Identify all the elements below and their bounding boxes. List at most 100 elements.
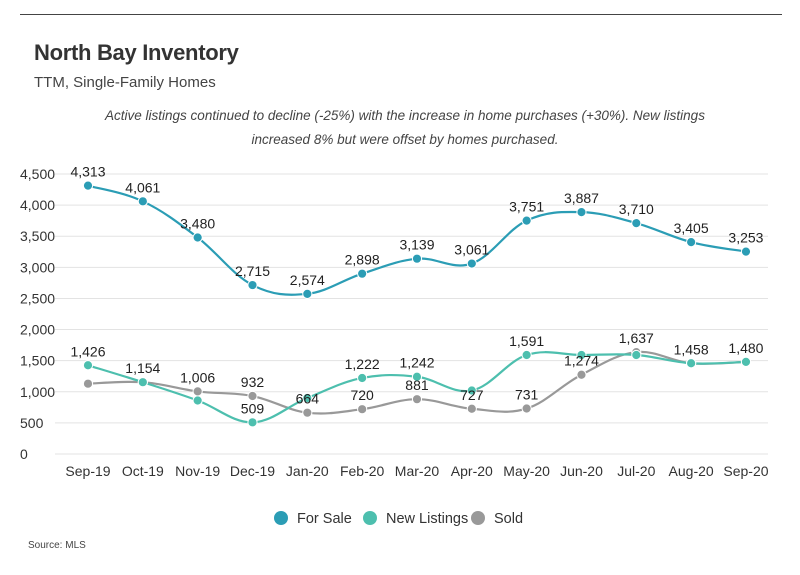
sold-data-label: 932 [241,374,265,390]
new-listings-point [521,349,532,361]
y-tick-label: 3,500 [20,228,55,244]
new-listings-point [686,358,697,369]
x-tick-label: Oct-19 [122,463,164,479]
chart-annotation: Active listings continued to decline (-2… [105,108,705,147]
y-tick-label: 0 [20,446,28,462]
chart-title: North Bay Inventory [34,40,239,65]
for-sale-data-label: 2,715 [235,263,270,279]
sold-data-label: 727 [460,387,484,403]
y-tick-label: 2,500 [20,290,55,306]
new-listings-data-label: 1,591 [509,333,544,349]
sold-data-label: 1,006 [180,369,215,385]
for-sale-data-label: 3,887 [564,190,599,206]
new-listings-data-label: 1,426 [70,343,105,359]
for-sale-point [82,180,94,191]
for-sale-point [302,288,313,299]
x-tick-label: Apr-20 [451,463,493,479]
sold-point [466,403,477,414]
x-tick-label: Dec-19 [230,463,275,479]
new-listings-point [137,377,148,388]
sold-point [411,394,423,405]
x-tick-label: Aug-20 [669,463,714,479]
new-listings-data-label: 509 [241,400,265,416]
sold-data-label: 1,637 [619,330,654,346]
new-listings-point [192,395,203,406]
y-tick-label: 4,000 [20,197,55,213]
y-tick-label: 1,000 [20,384,55,400]
x-tick-label: Jul-20 [617,463,655,479]
new-listings-point [357,372,368,384]
new-listings-point [631,349,642,361]
new-listings-point [82,360,94,371]
new-listings-data-label: 1,480 [728,340,763,356]
for-sale-point [576,207,587,218]
y-tick-label: 4,500 [20,166,55,182]
legend-marker-sold [471,511,485,525]
for-sale-point [137,196,148,207]
y-tick-label: 500 [20,415,44,431]
new-listings-point [576,349,587,361]
legend-label-sold: Sold [494,511,523,527]
for-sale-point [521,215,532,226]
top-rule [20,14,782,15]
y-tick-label: 3,000 [20,259,55,275]
for-sale-point [740,246,752,257]
new-listings-data-label: 1,458 [674,341,709,357]
y-tick-label: 2,000 [20,322,55,338]
new-listings-point [740,356,752,368]
legend-label-new-listings: New Listings [386,511,468,527]
x-tick-label: May-20 [503,463,550,479]
sold-data-label: 731 [515,387,539,403]
x-tick-label: Sep-20 [723,463,768,479]
for-sale-point [411,253,423,264]
for-sale-data-label: 3,253 [728,230,763,246]
for-sale-point [466,258,477,269]
source-note: Source: MLS [28,540,86,551]
sold-point [521,403,532,414]
for-sale-point [247,279,258,291]
sold-point [247,390,258,402]
for-sale-point [631,218,642,229]
for-sale-data-label: 3,405 [674,220,709,236]
x-tick-label: Feb-20 [340,463,385,479]
sold-data-label: 664 [296,391,320,407]
for-sale-point [686,237,697,248]
sold-point [82,378,94,389]
for-sale-data-label: 3,710 [619,201,654,217]
chart-subtitle: TTM, Single-Family Homes [34,74,216,91]
new-listings-data-label: 1,222 [345,356,380,372]
new-listings-point [466,385,477,396]
x-tick-label: Jan-20 [286,463,329,479]
sold-point [357,404,368,415]
new-listings-point [247,417,258,428]
for-sale-data-label: 2,898 [345,252,380,268]
for-sale-data-label: 2,574 [290,272,325,288]
for-sale-data-label: 3,139 [399,237,434,253]
legend-marker-for-sale [274,511,288,525]
for-sale-data-label: 4,061 [125,179,160,195]
for-sale-point [192,232,203,243]
legend-label-for-sale: For Sale [297,511,352,527]
sold-point [576,369,587,380]
new-listings-point [411,371,423,382]
for-sale-data-label: 4,313 [70,164,105,180]
sold-data-label: 1,154 [125,360,160,376]
new-listings-data-label: 1,242 [399,355,434,371]
x-tick-label: Jun-20 [560,463,603,479]
for-sale-data-label: 3,751 [509,199,544,215]
sold-point [192,386,203,397]
legend-marker-new-listings [363,511,377,525]
sold-point [302,407,313,418]
sold-data-label: 1,274 [564,353,599,369]
sold-data-label: 720 [350,387,374,403]
for-sale-data-label: 3,061 [454,242,489,258]
for-sale-point [357,268,368,279]
x-tick-label: Sep-19 [65,463,110,479]
for-sale-data-label: 3,480 [180,215,215,231]
x-tick-label: Nov-19 [175,463,220,479]
sold-data-label: 881 [405,377,429,393]
new-listings-point [302,392,313,404]
y-tick-label: 1,500 [20,353,55,369]
x-tick-label: Mar-20 [395,463,440,479]
